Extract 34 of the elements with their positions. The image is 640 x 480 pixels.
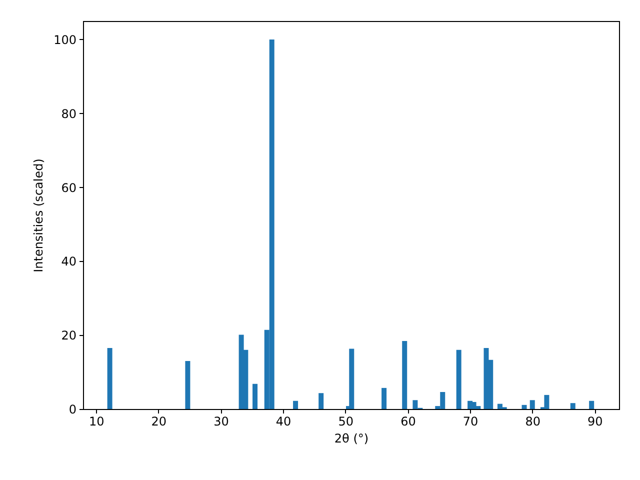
bar [185, 360, 190, 409]
y-tick-label: 20 [61, 328, 76, 343]
bar [349, 348, 354, 409]
bar [484, 348, 489, 409]
y-axis-title: Intensities (scaled) [32, 158, 46, 272]
bar [293, 400, 298, 409]
bar [530, 400, 535, 409]
x-tick-label: 40 [276, 414, 292, 428]
y-tick-label: 0 [68, 402, 76, 416]
x-tick-label: 30 [214, 414, 229, 428]
y-tick-label: 60 [61, 180, 76, 195]
y-tick-label: 100 [54, 32, 76, 47]
bar [544, 394, 550, 409]
bar [589, 400, 594, 409]
bar [318, 393, 324, 409]
x-tick-label: 20 [151, 414, 167, 428]
bar [382, 388, 387, 409]
bar [107, 348, 112, 409]
y-tick-label: 80 [61, 106, 76, 121]
x-axis-title: 2θ (°) [334, 432, 369, 446]
x-tick-label: 10 [88, 414, 104, 428]
bar [252, 384, 258, 409]
x-tick-label: 70 [462, 414, 478, 428]
bar [456, 350, 462, 409]
bar [471, 402, 476, 409]
bar [476, 406, 481, 409]
x-tick-label: 60 [400, 414, 416, 428]
x-tick-label: 90 [588, 414, 603, 428]
bar [570, 403, 576, 409]
x-tick-label: 80 [525, 414, 541, 428]
bar [402, 341, 408, 409]
x-tick-label: 50 [338, 414, 354, 428]
y-tick-label: 40 [61, 254, 76, 269]
bar [522, 404, 527, 409]
